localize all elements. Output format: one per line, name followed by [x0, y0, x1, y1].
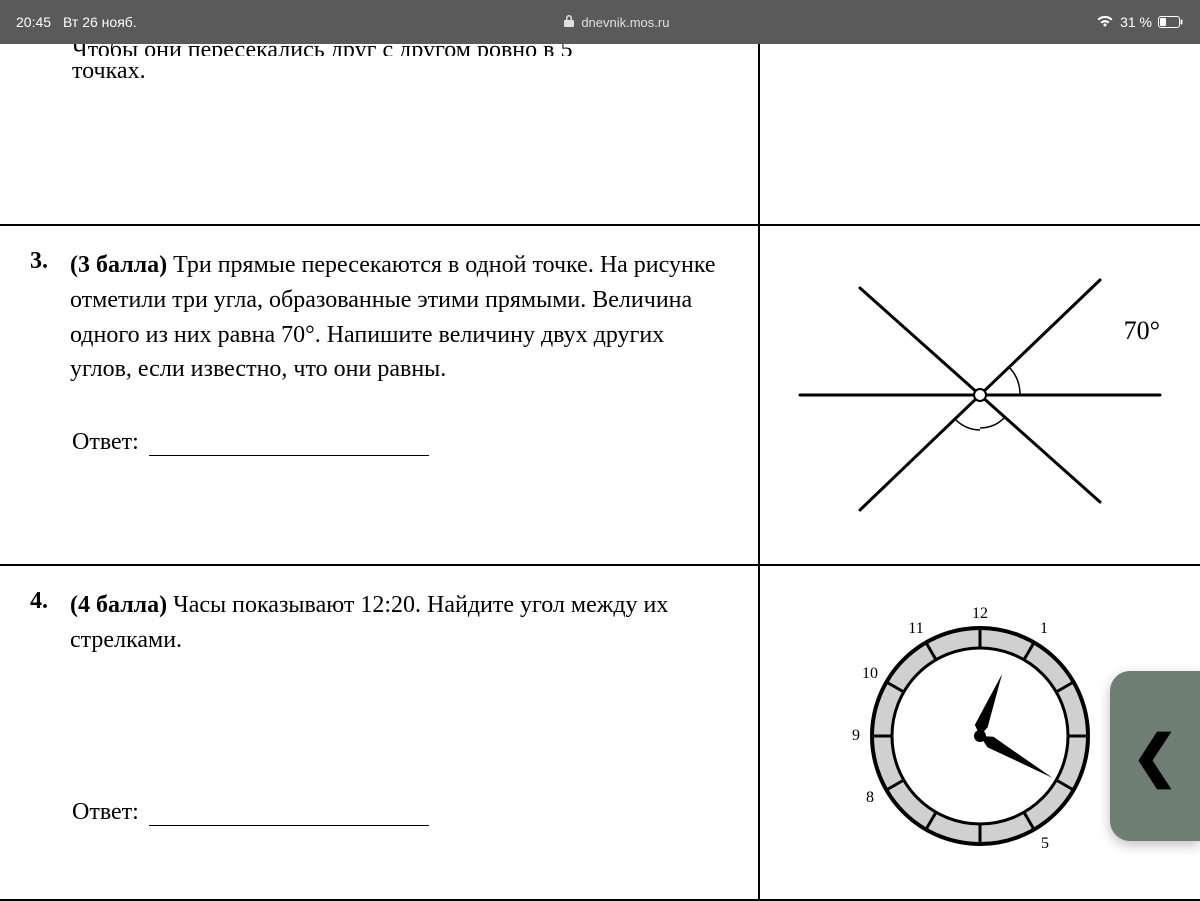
three-lines-diagram: [780, 260, 1180, 530]
problem4-left: 4. (4 балла) Часы показывают 12:20. Найд…: [0, 566, 760, 899]
angle-70-label: 70°: [1124, 316, 1160, 346]
document-content: Чтобы они пересекались друг с другом ров…: [0, 44, 1200, 901]
problem-row-partial: Чтобы они пересекались друг с другом ров…: [0, 44, 1200, 226]
status-right: 31 %: [1096, 14, 1184, 31]
status-date: Вт 26 нояб.: [63, 14, 137, 30]
answer-blank-4[interactable]: [149, 798, 429, 827]
url-text: dnevnik.mos.ru: [581, 15, 669, 30]
clock-num-10: 10: [862, 665, 878, 683]
clock-diagram: 12 11 10 9 8 1 5: [840, 596, 1120, 876]
battery-text: 31 %: [1120, 14, 1152, 30]
partial-top-line: Чтобы они пересекались друг с другом ров…: [72, 44, 728, 56]
problem3-points: (3 балла): [70, 252, 167, 278]
problem4-answer: Ответ:: [72, 798, 728, 827]
clock-num-1: 1: [1040, 620, 1048, 638]
status-time: 20:45: [16, 14, 51, 30]
problem3-diagram-cell: 70°: [760, 226, 1200, 564]
problem3-number: 3.: [30, 248, 58, 275]
status-left: 20:45 Вт 26 нояб.: [16, 14, 137, 30]
problem4-number: 4.: [30, 588, 58, 615]
problem3-wrap: 3. (3 балла) Три прямые пересекаются в о…: [30, 248, 728, 387]
clock-svg: [840, 596, 1120, 876]
problem-partial-left: Чтобы они пересекались друг с другом ров…: [0, 44, 760, 224]
sidebar-collapse-widget[interactable]: ❮: [1110, 671, 1200, 841]
problem3-left: 3. (3 балла) Три прямые пересекаются в о…: [0, 226, 760, 564]
problem4-wrap: 4. (4 балла) Часы показывают 12:20. Найд…: [30, 588, 728, 658]
lock-icon: [563, 14, 575, 31]
clock-num-9: 9: [852, 727, 860, 745]
browser-url: dnevnik.mos.ru: [137, 14, 1096, 31]
problem3-body: Три прямые пересекаются в одной точке. Н…: [70, 252, 716, 382]
clock-num-11: 11: [908, 620, 923, 638]
status-bar: 20:45 Вт 26 нояб. dnevnik.mos.ru 31 %: [0, 0, 1200, 44]
battery-icon: [1158, 15, 1184, 29]
problem4-text: (4 балла) Часы показывают 12:20. Найдите…: [70, 588, 728, 658]
wifi-icon: [1096, 14, 1114, 31]
partial-continuation: точках.: [72, 54, 728, 89]
answer-label-3: Ответ:: [72, 429, 139, 456]
problem3-text: (3 балла) Три прямые пересекаются в одно…: [70, 248, 728, 387]
clock-num-5: 5: [1041, 835, 1049, 853]
sidebar-chevron-icon: ❮: [1132, 724, 1179, 789]
answer-label-4: Ответ:: [72, 799, 139, 826]
problem3-answer: Ответ:: [72, 427, 728, 456]
problem-row-4: 4. (4 балла) Часы показывают 12:20. Найд…: [0, 566, 1200, 901]
clock-num-12: 12: [972, 605, 988, 623]
problem-row-3: 3. (3 балла) Три прямые пересекаются в о…: [0, 226, 1200, 566]
problem4-points: (4 балла): [70, 592, 167, 618]
clock-num-8: 8: [866, 789, 874, 807]
answer-blank-3[interactable]: [149, 427, 429, 456]
problem-partial-right: [760, 44, 1200, 224]
